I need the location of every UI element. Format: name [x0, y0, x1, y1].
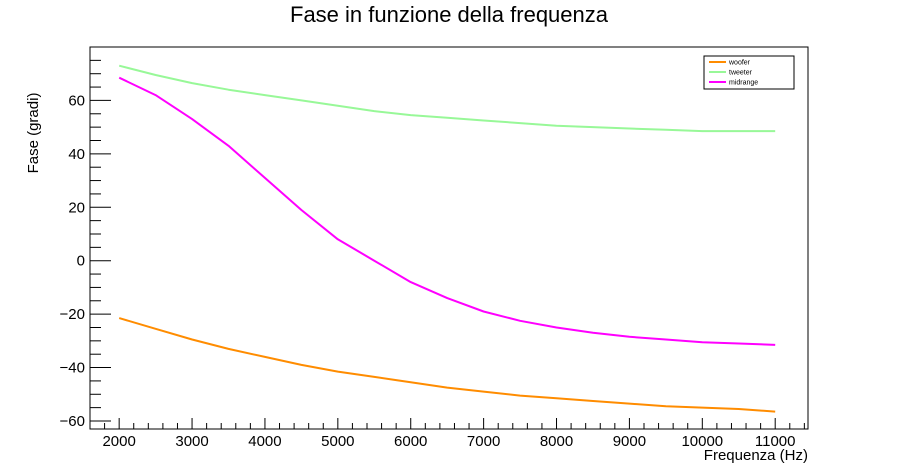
y-tick-label: −20: [60, 306, 85, 323]
x-tick-label: 10000: [681, 433, 723, 450]
legend: woofer tweeter midrange: [703, 55, 795, 90]
legend-label-midrange: midrange: [729, 80, 758, 87]
y-tick-label: 60: [68, 92, 85, 109]
x-tick-label: 3000: [175, 433, 208, 450]
series-line-woofer: [118, 317, 776, 413]
chart-title: Fase in funzione della frequenza: [290, 2, 609, 27]
series-group: [118, 64, 776, 413]
x-axis-label: Frequenza (Hz): [704, 447, 808, 464]
x-tick-label: 2000: [102, 433, 135, 450]
y-tick-label: −40: [60, 360, 85, 377]
x-tick-label: 11000: [755, 433, 796, 450]
x-tick-label: 8000: [540, 433, 573, 450]
y-tick-label: 20: [68, 199, 85, 216]
x-tick-label: 9000: [613, 433, 646, 450]
x-tick-label: 6000: [394, 433, 427, 450]
plot-frame: [89, 46, 809, 430]
y-tick-label: 40: [68, 146, 85, 163]
x-tick-label: 7000: [467, 433, 500, 450]
legend-label-woofer: woofer: [728, 60, 751, 67]
y-axis-label: Fase (gradi): [25, 93, 42, 174]
y-tick-label: 0: [77, 253, 85, 270]
x-tick-label: 5000: [321, 433, 354, 450]
series-line-midrange: [118, 76, 776, 346]
x-tick-label: 4000: [248, 433, 281, 450]
legend-label-tweeter: tweeter: [729, 70, 753, 77]
x-axis: 2000 3000 4000 5000 6000 7000 8000 9000 10000 110…: [89, 418, 805, 450]
y-axis: −60 −40 −20 0 20 40 60: [60, 46, 111, 430]
series-line-tweeter: [118, 64, 776, 133]
y-tick-label: −60: [60, 413, 85, 430]
